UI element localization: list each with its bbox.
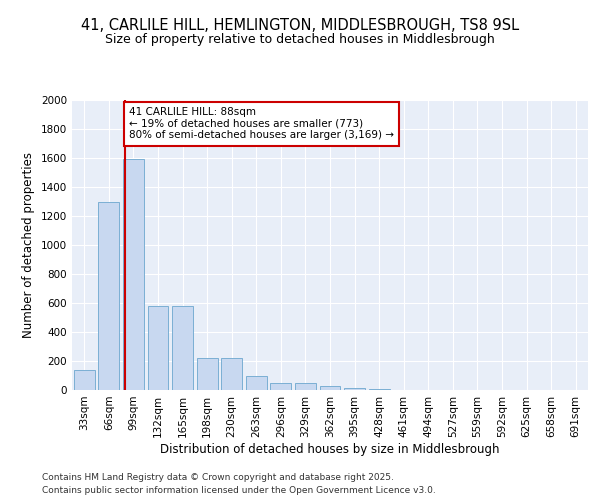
Bar bbox=[344, 388, 365, 390]
Bar bbox=[221, 358, 242, 390]
Bar bbox=[295, 383, 316, 390]
Bar bbox=[98, 202, 119, 390]
Text: Contains public sector information licensed under the Open Government Licence v3: Contains public sector information licen… bbox=[42, 486, 436, 495]
Bar bbox=[197, 358, 218, 390]
Text: 41 CARLILE HILL: 88sqm
← 19% of detached houses are smaller (773)
80% of semi-de: 41 CARLILE HILL: 88sqm ← 19% of detached… bbox=[129, 108, 394, 140]
Bar bbox=[148, 306, 169, 390]
Bar bbox=[74, 370, 95, 390]
Y-axis label: Number of detached properties: Number of detached properties bbox=[22, 152, 35, 338]
Text: Size of property relative to detached houses in Middlesbrough: Size of property relative to detached ho… bbox=[105, 32, 495, 46]
Bar bbox=[320, 386, 340, 390]
Bar bbox=[271, 383, 292, 390]
X-axis label: Distribution of detached houses by size in Middlesbrough: Distribution of detached houses by size … bbox=[160, 442, 500, 456]
Text: 41, CARLILE HILL, HEMLINGTON, MIDDLESBROUGH, TS8 9SL: 41, CARLILE HILL, HEMLINGTON, MIDDLESBRO… bbox=[81, 18, 519, 32]
Bar bbox=[123, 160, 144, 390]
Bar bbox=[172, 306, 193, 390]
Bar bbox=[246, 376, 267, 390]
Text: Contains HM Land Registry data © Crown copyright and database right 2025.: Contains HM Land Registry data © Crown c… bbox=[42, 472, 394, 482]
